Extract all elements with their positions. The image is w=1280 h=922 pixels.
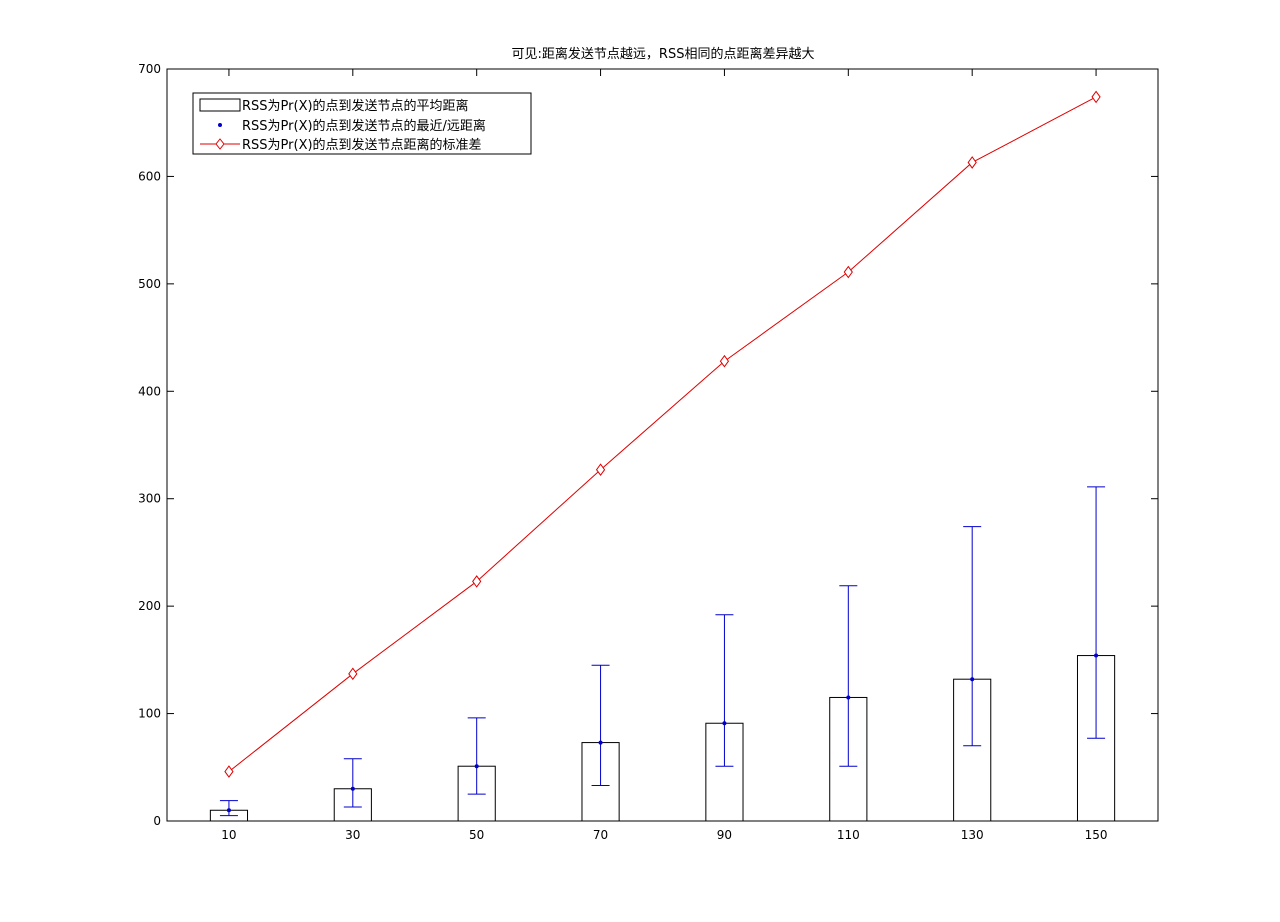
x-tick-label: 10	[221, 828, 236, 842]
x-tick-label: 150	[1085, 828, 1108, 842]
errorbar-point	[970, 677, 975, 682]
errorbar-point	[846, 695, 851, 700]
x-tick-label: 130	[961, 828, 984, 842]
errorbar-series	[219, 486, 1106, 817]
y-tick-label: 400	[138, 384, 161, 398]
line-series	[224, 90, 1101, 778]
errorbar-point	[226, 808, 231, 813]
std-point	[348, 667, 358, 681]
y-tick-label: 200	[138, 599, 161, 613]
std-point	[224, 765, 234, 778]
legend-label: RSS为Pr(X)的点到发送节点的平均距离	[242, 98, 469, 114]
errorbar-point	[1094, 653, 1099, 658]
std-point	[967, 156, 977, 169]
std-point	[595, 463, 606, 477]
y-tick-label: 100	[138, 707, 161, 721]
bar-series	[209, 655, 1116, 822]
x-tick-label: 50	[469, 828, 484, 842]
y-axis: 0 100 200 300 400 500 600 700	[138, 62, 1158, 828]
x-tick-label: 110	[837, 828, 860, 842]
std-point	[719, 354, 730, 368]
x-tick-label: 70	[593, 828, 608, 842]
errorbar-point	[722, 721, 727, 726]
legend-symbol-errorbar	[218, 123, 222, 127]
legend-box	[192, 92, 532, 155]
errorbar-point	[598, 740, 603, 745]
legend-symbol-bar	[199, 98, 241, 112]
chart-title: 可见:距离发送节点越远，RSS相同的点距离差异越大	[512, 46, 815, 62]
legend-symbol-diamond	[215, 138, 225, 150]
errorbar-point	[474, 764, 479, 769]
std-line	[228, 96, 1097, 772]
x-tick-label: 30	[345, 828, 360, 842]
y-tick-label: 0	[153, 814, 161, 828]
errorbar-point	[350, 786, 355, 791]
y-tick-label: 500	[138, 277, 161, 291]
x-axis: 10 30 50 70 90 110 130 150	[221, 69, 1108, 842]
std-point	[472, 575, 482, 588]
legend: RSS为Pr(X)的点到发送节点的平均距离 RSS为Pr(X)的点到发送节点的最近…	[192, 92, 532, 155]
plot-area-frame	[166, 68, 1159, 822]
legend-label: RSS为Pr(X)的点到发送节点的最近/远距离	[242, 118, 486, 134]
y-tick-label: 300	[138, 492, 161, 506]
y-tick-label: 600	[138, 169, 161, 183]
std-point	[843, 265, 853, 279]
x-tick-label: 90	[717, 828, 732, 842]
y-tick-label: 700	[138, 62, 161, 76]
std-point	[1091, 90, 1101, 104]
legend-label: RSS为Pr(X)的点到发送节点距离的标准差	[242, 137, 482, 153]
